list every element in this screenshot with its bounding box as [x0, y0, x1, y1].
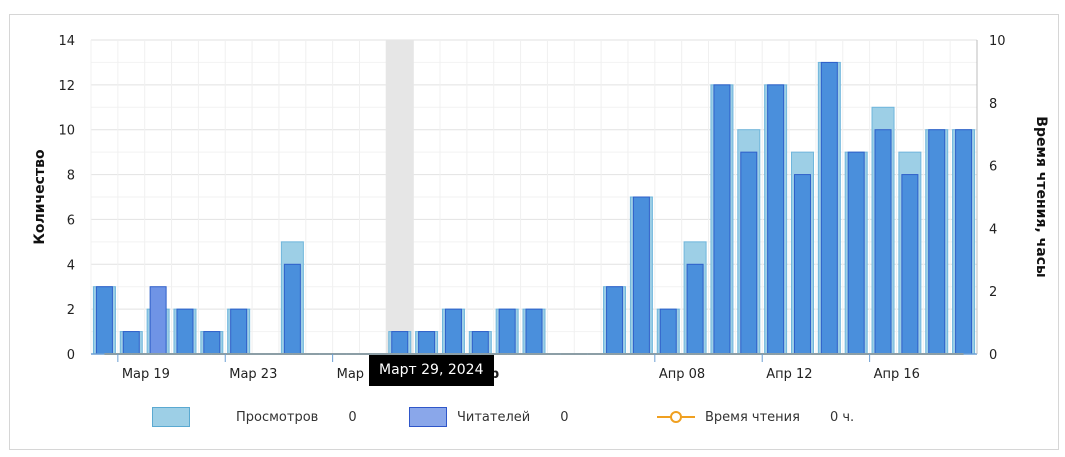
x-tick-label: Апр 16	[874, 367, 920, 382]
readers-swatch	[409, 407, 447, 427]
hover-highlight-band	[385, 40, 414, 354]
x-tick-label: Апр 08	[659, 367, 705, 382]
views-legend-value: 0	[348, 409, 357, 425]
readers-bar[interactable]	[418, 331, 436, 355]
readers-bar[interactable]	[606, 286, 624, 355]
views-legend-label: Просмотров	[236, 409, 319, 425]
reading-time-legend-label: Время чтения	[705, 409, 800, 425]
y-left-tick-label: 6	[67, 213, 75, 228]
readers-bar[interactable]	[203, 331, 221, 355]
readers-bar[interactable]	[525, 308, 543, 355]
bar-series[interactable]	[92, 61, 976, 355]
readers-bar[interactable]	[95, 286, 113, 355]
readers-bar[interactable]	[901, 174, 919, 355]
readers-bar[interactable]	[122, 331, 140, 355]
readers-bar[interactable]	[847, 151, 865, 355]
y-right-tick-label: 10	[989, 34, 1006, 49]
views-swatch	[152, 407, 190, 427]
y-left-tick-label: 8	[67, 169, 75, 184]
readers-bar[interactable]	[391, 331, 409, 355]
readers-bar[interactable]	[740, 151, 758, 355]
y-right-tick-label: 4	[989, 222, 997, 237]
readers-bar[interactable]	[793, 174, 811, 355]
x-tick-label: Апр 12	[766, 367, 812, 382]
readers-legend-label: Читателей	[457, 409, 531, 425]
y-right-tick-label: 6	[989, 160, 997, 175]
legend-item-readers[interactable]: Читателей 0	[409, 405, 569, 429]
readers-bar[interactable]	[686, 263, 704, 355]
readers-bar[interactable]	[874, 129, 892, 355]
readers-bar[interactable]	[928, 129, 946, 355]
legend-item-views[interactable]: Просмотров 0	[152, 405, 357, 429]
y-left-tick-label: 2	[67, 303, 75, 318]
readers-bar[interactable]	[659, 308, 677, 355]
date-tooltip: Март 29, 2024	[369, 355, 494, 386]
readers-bar[interactable]	[230, 308, 248, 355]
grid-lines	[90, 39, 978, 355]
readers-bar[interactable]	[444, 308, 462, 355]
y-right-tick-label: 0	[989, 348, 997, 363]
readers-bar[interactable]	[632, 196, 650, 355]
readers-bar[interactable]	[471, 331, 489, 355]
readers-bar[interactable]	[820, 61, 838, 355]
readers-bar[interactable]	[713, 84, 731, 355]
y-left-axis-title: Количество	[32, 149, 48, 245]
y-left-tick-label: 4	[67, 258, 75, 273]
y-left-tick-label: 12	[58, 79, 75, 94]
x-tick-label: Мар 23	[229, 367, 277, 382]
legend-item-reading-time[interactable]: Время чтения 0 ч.	[657, 405, 854, 429]
readers-bar[interactable]	[955, 129, 973, 355]
readers-bar[interactable]	[176, 308, 194, 355]
reading-time-line-icon	[657, 407, 695, 427]
readers-bar[interactable]	[498, 308, 516, 355]
readers-legend-value: 0	[560, 409, 569, 425]
y-left-tick-label: 14	[58, 34, 75, 49]
reading-time-legend-value: 0 ч.	[829, 409, 855, 425]
x-tick-label: Мар 19	[122, 367, 170, 382]
y-left-tick-label: 10	[58, 124, 75, 139]
readers-bar[interactable]	[767, 84, 785, 355]
y-right-axis-title: Время чтения, часы	[1033, 116, 1049, 277]
y-right-tick-label: 8	[989, 97, 997, 112]
readers-bar[interactable]	[283, 263, 301, 355]
readers-bar[interactable]	[149, 286, 167, 355]
y-right-tick-label: 2	[989, 285, 997, 300]
y-left-tick-label: 0	[67, 348, 75, 363]
